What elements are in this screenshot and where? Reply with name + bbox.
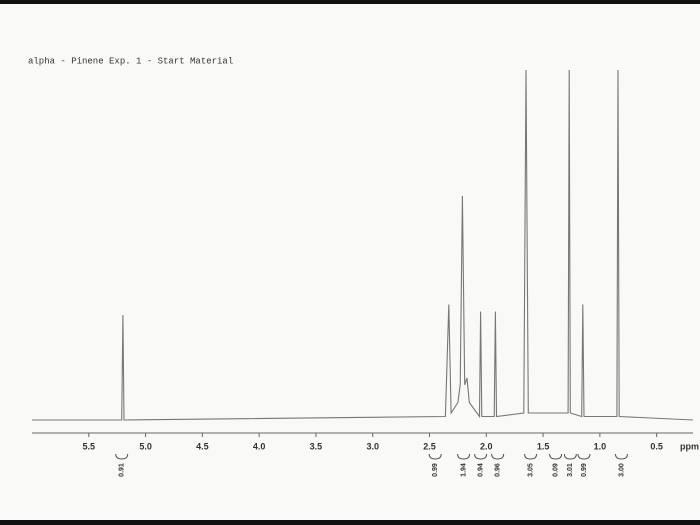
x-tick-label: 5.0 (139, 441, 152, 451)
x-tick-label: 3.0 (366, 441, 379, 451)
integral-brace (115, 453, 129, 460)
integral-brace (563, 453, 577, 460)
integral-brace (428, 453, 442, 460)
integral-label: 3.00 (618, 463, 625, 477)
integral-label: 0.94 (477, 463, 484, 477)
integral-brace (474, 453, 488, 460)
x-tick-label: 3.5 (310, 441, 323, 451)
spectrum-line (32, 69, 694, 421)
top-border (0, 0, 700, 4)
integral-label: 0.99 (432, 463, 439, 477)
x-axis-label: ppm (680, 441, 699, 451)
chart-title: alpha - Pinene Exp. 1 - Start Material (28, 56, 233, 66)
x-tick-label: 4.0 (253, 441, 266, 451)
integral-brace (457, 453, 471, 460)
integral-label: 0.96 (494, 463, 501, 477)
integral-label: 0.99 (581, 463, 588, 477)
x-tick-label: 5.5 (83, 441, 96, 451)
integral-label: 3.05 (527, 463, 534, 477)
x-tick-label: 1.5 (537, 441, 550, 451)
integral-brace (549, 453, 563, 460)
integral-label: 0.91 (119, 463, 126, 477)
integral-label: 3.01 (567, 463, 574, 477)
x-tick-label: 2.0 (480, 441, 493, 451)
integral-brace (524, 453, 538, 460)
x-tick-label: 1.0 (594, 441, 607, 451)
integral-brace (614, 453, 628, 460)
integral-label: 0.09 (552, 463, 559, 477)
integral-label: 1.94 (460, 463, 467, 477)
integral-brace (577, 453, 591, 460)
integral-brace (491, 453, 505, 460)
x-tick-label: 4.5 (196, 441, 209, 451)
bottom-border (0, 520, 700, 525)
x-tick-label: 0.5 (650, 441, 663, 451)
x-tick-label: 2.5 (423, 441, 436, 451)
